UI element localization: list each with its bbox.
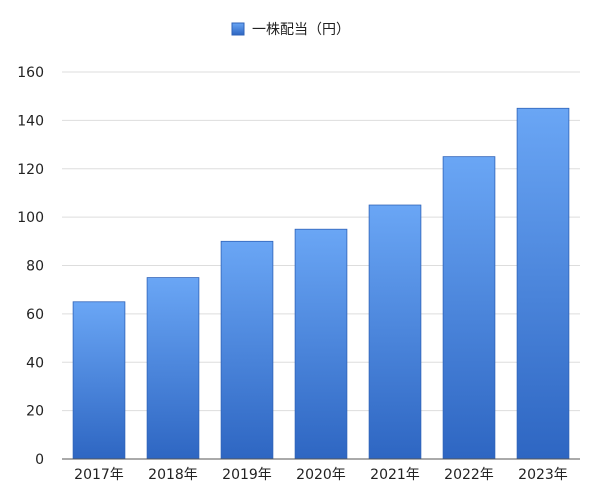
- x-tick-label: 2020年: [296, 467, 346, 483]
- bar-2019年: [220, 240, 274, 460]
- x-tick-label: 2018年: [148, 467, 198, 483]
- bar-2018年: [146, 277, 200, 460]
- y-tick-label: 120: [17, 162, 44, 178]
- y-tick-label: 140: [17, 113, 44, 129]
- x-tick-label: 2021年: [370, 467, 420, 483]
- bar-2020年: [294, 228, 348, 460]
- legend-swatch: [231, 22, 245, 36]
- y-tick-label: 40: [26, 355, 44, 371]
- bar-2023年: [516, 107, 570, 460]
- y-axis-ticks: 0 20 40 60 80 100 120 140 160: [17, 65, 44, 468]
- bars: [72, 107, 570, 460]
- x-axis-ticks: 2017年 2018年 2019年 2020年 2021年 2022年 2023年: [74, 467, 568, 483]
- x-tick-label: 2022年: [444, 467, 494, 483]
- y-tick-label: 160: [17, 65, 44, 81]
- bar-2021年: [368, 204, 422, 460]
- y-tick-label: 100: [17, 210, 44, 226]
- bar-2017年: [72, 301, 126, 460]
- bar-2022年: [442, 156, 496, 460]
- y-tick-label: 60: [26, 307, 44, 323]
- x-tick-label: 2017年: [74, 467, 124, 483]
- legend: 一株配当（円）: [231, 22, 350, 38]
- y-tick-label: 80: [26, 259, 44, 275]
- x-tick-label: 2023年: [518, 467, 568, 483]
- y-tick-label: 0: [35, 452, 44, 468]
- legend-label: 一株配当（円）: [252, 22, 350, 38]
- y-tick-label: 20: [26, 404, 44, 420]
- x-tick-label: 2019年: [222, 467, 272, 483]
